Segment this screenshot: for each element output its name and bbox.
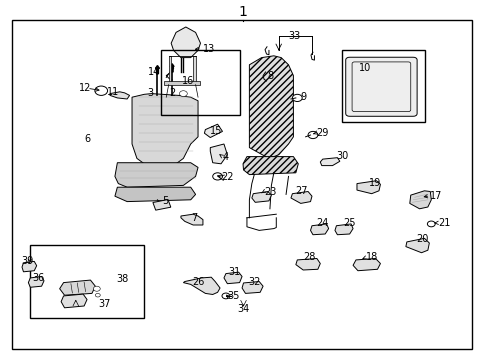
FancyArrow shape [170,64,174,72]
Polygon shape [193,56,195,83]
Polygon shape [168,56,171,83]
Polygon shape [210,144,227,164]
Text: 6: 6 [84,134,90,144]
Polygon shape [242,282,263,293]
Text: 16: 16 [182,76,194,86]
Bar [342,50,425,122]
Text: 18: 18 [366,252,378,262]
Circle shape [179,91,187,96]
Text: 3: 3 [147,88,153,98]
Text: 17: 17 [429,191,442,201]
Circle shape [95,293,100,297]
Text: 28: 28 [302,252,315,262]
Circle shape [93,286,100,291]
Text: 29: 29 [316,128,328,138]
Text: 27: 27 [295,186,307,196]
Text: 8: 8 [267,71,273,81]
Polygon shape [320,158,339,166]
Circle shape [222,293,229,299]
Text: 38: 38 [116,274,128,284]
Polygon shape [249,56,293,158]
Text: 14: 14 [147,67,160,77]
Text: 12: 12 [79,83,92,93]
Circle shape [95,86,107,95]
Text: 35: 35 [227,291,239,301]
Text: 11: 11 [107,87,120,97]
Polygon shape [334,224,352,235]
Text: 7: 7 [191,213,197,223]
Polygon shape [22,261,37,272]
Text: 10: 10 [358,63,371,73]
Text: 39: 39 [21,256,34,266]
Text: 15: 15 [210,126,222,136]
Bar [153,199,170,210]
Circle shape [212,173,222,180]
Bar [161,50,239,115]
Polygon shape [352,258,380,271]
Text: 31: 31 [227,267,240,277]
Text: 1: 1 [238,5,247,18]
Polygon shape [295,258,320,270]
Polygon shape [28,276,44,287]
Bar [30,245,144,318]
Polygon shape [224,272,242,284]
FancyArrow shape [155,66,159,74]
Text: 34: 34 [237,303,249,314]
Text: 26: 26 [191,276,204,287]
Polygon shape [60,280,95,295]
Text: 21: 21 [437,218,449,228]
Text: 24: 24 [316,218,328,228]
Text: 9: 9 [300,92,306,102]
Polygon shape [204,124,222,138]
Polygon shape [115,187,195,202]
Text: 33: 33 [288,31,301,41]
Text: 19: 19 [368,177,381,188]
Text: 5: 5 [162,196,168,206]
Text: 2: 2 [169,88,175,98]
Polygon shape [310,224,328,235]
Polygon shape [409,191,430,209]
Polygon shape [132,94,198,166]
Text: 20: 20 [415,234,428,244]
Text: 36: 36 [32,273,44,283]
Polygon shape [181,214,203,225]
Text: 4: 4 [222,152,228,162]
Circle shape [292,94,302,102]
Polygon shape [115,163,198,187]
Polygon shape [163,81,200,85]
Text: 13: 13 [203,44,215,54]
Polygon shape [243,157,298,175]
Text: 23: 23 [264,186,276,197]
Polygon shape [405,238,428,253]
Circle shape [427,221,434,227]
Polygon shape [171,27,200,58]
Polygon shape [290,192,311,203]
Polygon shape [251,192,271,202]
Text: 22: 22 [221,172,234,182]
FancyBboxPatch shape [345,57,416,116]
Text: 30: 30 [336,151,348,161]
Text: 25: 25 [342,218,355,228]
Polygon shape [61,294,87,308]
Circle shape [307,131,317,139]
Polygon shape [183,277,220,294]
Polygon shape [110,92,129,99]
Text: 32: 32 [248,276,261,287]
Text: 37: 37 [98,299,110,309]
Polygon shape [356,181,380,194]
